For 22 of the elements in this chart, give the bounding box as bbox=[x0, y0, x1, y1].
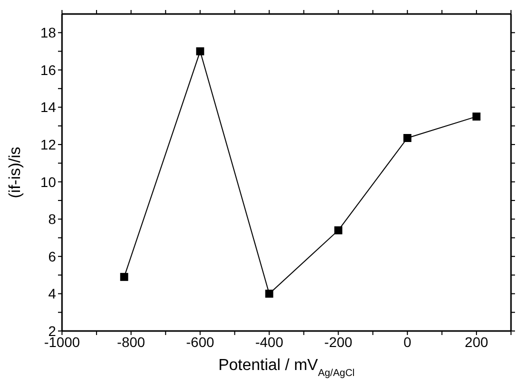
y-tick-label: 14 bbox=[40, 99, 56, 116]
y-tick-label: 4 bbox=[48, 286, 56, 302]
y-tick-label: 6 bbox=[48, 248, 56, 264]
y-tick-label: 8 bbox=[48, 211, 56, 228]
x-tick-label: -200 bbox=[324, 334, 353, 350]
y-tick-label: 12 bbox=[40, 136, 56, 152]
x-tick-label: 200 bbox=[464, 334, 488, 350]
point bbox=[472, 112, 480, 121]
x-tick-label: 0 bbox=[403, 334, 412, 350]
x-tick-label: -400 bbox=[255, 334, 284, 350]
point bbox=[403, 134, 412, 142]
point bbox=[120, 272, 128, 281]
x-axis-title: Potential / mV$_{Ag/AgCl}$ bbox=[218, 357, 355, 378]
point bbox=[265, 290, 274, 298]
y-axis-title: (if-is)/is bbox=[7, 146, 24, 198]
point bbox=[334, 226, 342, 234]
x-tick-label: -600 bbox=[186, 334, 214, 350]
y-tick-label: 10 bbox=[40, 174, 56, 190]
y-tick-label: 16 bbox=[40, 62, 56, 78]
y-tick-label: 18 bbox=[40, 24, 56, 41]
x-tick-label: -800 bbox=[117, 334, 146, 350]
point bbox=[196, 47, 204, 56]
